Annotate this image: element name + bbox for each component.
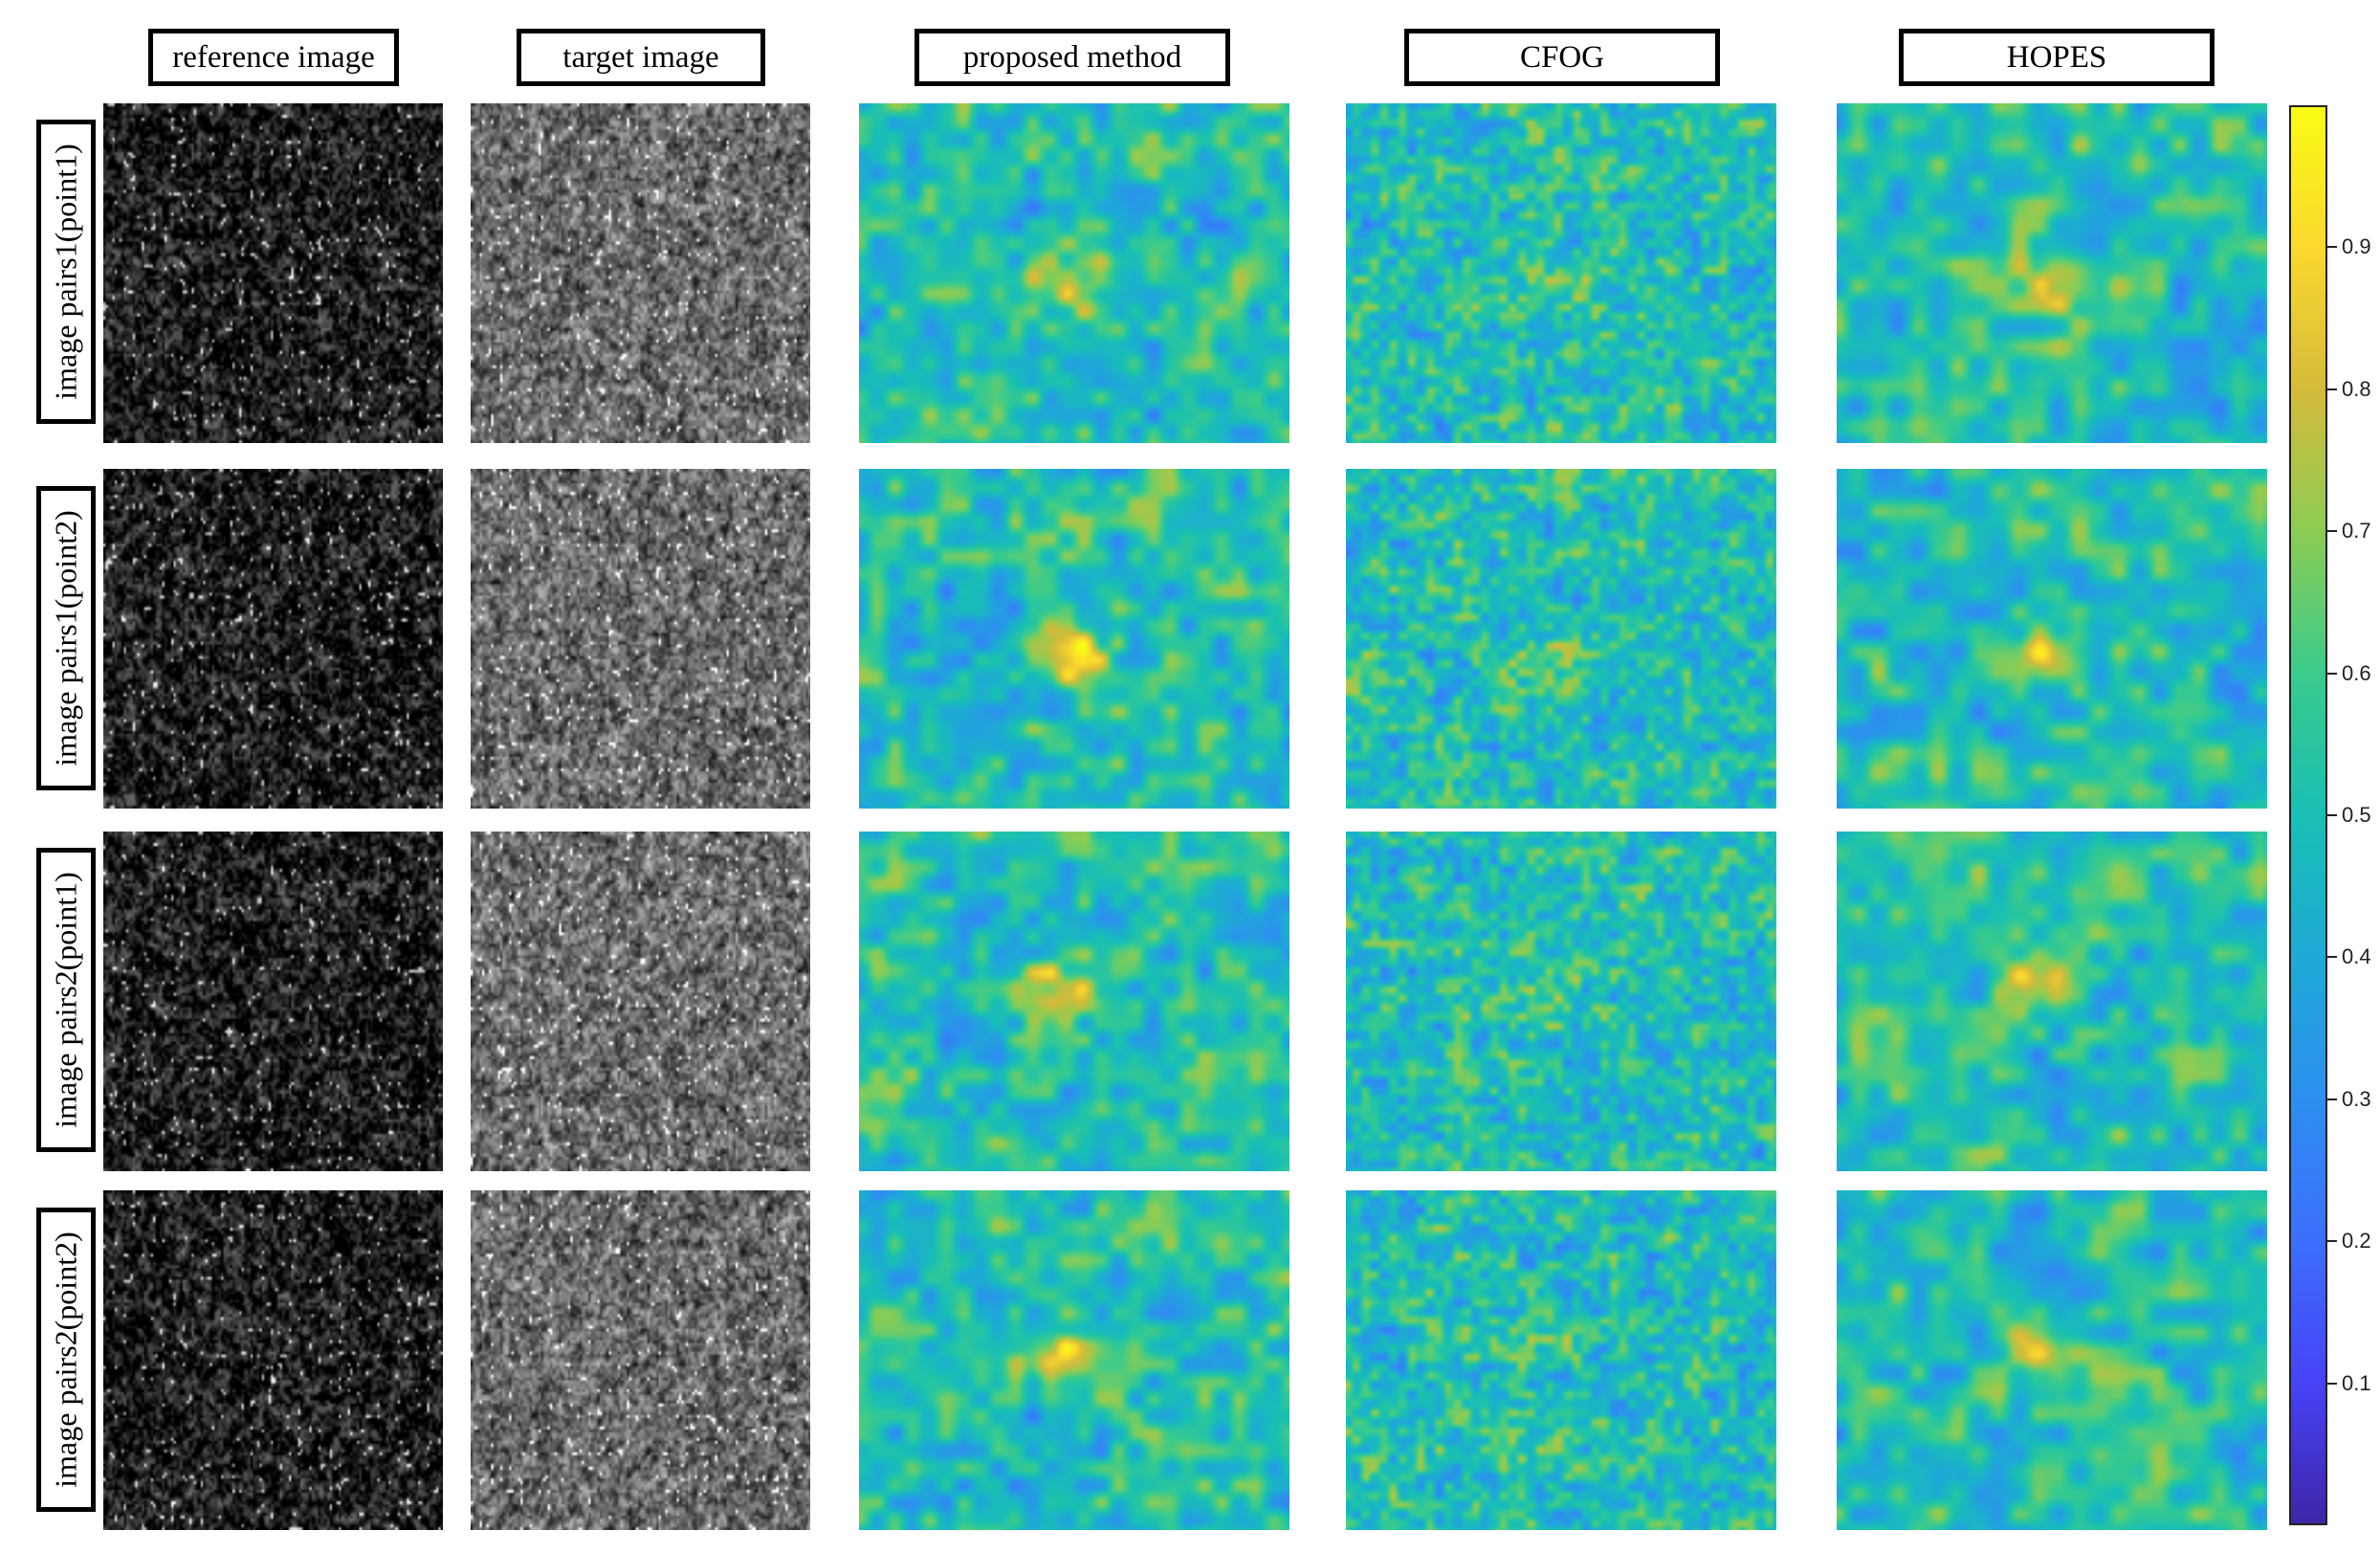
proposed-method-heatmap-row4 [859,1190,1289,1530]
column-label-hopes: HOPES [1899,29,2215,86]
row-label-text: image pairs1(point2) [49,510,84,766]
target-image-row1 [471,103,810,443]
row-label-text: image pairs1(point1) [49,144,84,400]
column-label-proposed-method: proposed method [915,29,1230,86]
target-image-row4 [471,1190,810,1530]
proposed-method-heatmap-row2 [859,469,1289,809]
colorbar-tick [2327,672,2337,675]
colorbar-tick [2327,1382,2337,1385]
reference-image-row4 [103,1190,443,1530]
target-image-row2 [471,469,810,809]
row-label-pairs2-point1: image pairs2(point1) [36,848,96,1152]
colorbar-tick [2327,388,2337,390]
target-image-row3 [471,832,810,1171]
row-label-pairs1-point2: image pairs1(point2) [36,486,96,790]
colorbar-tick-label: 0.8 [2342,376,2371,401]
colorbar-tick [2327,1098,2337,1100]
hopes-heatmap-row2 [1837,469,2267,809]
row-label-text: image pairs2(point2) [49,1231,84,1488]
row-label-text: image pairs2(point1) [49,872,84,1128]
proposed-method-heatmap-row3 [859,832,1289,1171]
reference-image-row2 [103,469,443,809]
hopes-heatmap-row1 [1837,103,2267,443]
colorbar-tick-label: 0.4 [2342,944,2371,969]
proposed-method-heatmap-row1 [859,103,1289,443]
colorbar-tick [2327,530,2337,533]
cfog-heatmap-row3 [1346,832,1776,1171]
cfog-heatmap-row1 [1346,103,1776,443]
column-label-target-image: target image [517,29,765,86]
reference-image-row3 [103,832,443,1171]
reference-image-row1 [103,103,443,443]
colorbar-tick-label: 0.5 [2342,803,2371,827]
colorbar-tick-label: 0.6 [2342,660,2371,685]
colorbar-tick-label: 0.7 [2342,519,2371,544]
colorbar-tick-label: 0.1 [2342,1370,2371,1395]
hopes-heatmap-row4 [1837,1190,2267,1530]
column-label-cfog: CFOG [1404,29,1720,86]
colorbar-tick-label: 0.2 [2342,1229,2371,1253]
colorbar [2289,105,2327,1525]
column-label-reference-image: reference image [148,29,399,86]
colorbar-tick [2327,246,2337,249]
hopes-heatmap-row3 [1837,832,2267,1171]
cfog-heatmap-row2 [1346,469,1776,809]
colorbar-tick [2327,956,2337,959]
row-label-pairs1-point1: image pairs1(point1) [36,120,96,424]
cfog-heatmap-row4 [1346,1190,1776,1530]
colorbar-tick [2327,1240,2337,1243]
row-label-pairs2-point2: image pairs2(point2) [36,1208,96,1512]
colorbar-tick [2327,814,2337,816]
colorbar-tick-label: 0.9 [2342,234,2371,259]
colorbar-tick-label: 0.3 [2342,1086,2371,1111]
